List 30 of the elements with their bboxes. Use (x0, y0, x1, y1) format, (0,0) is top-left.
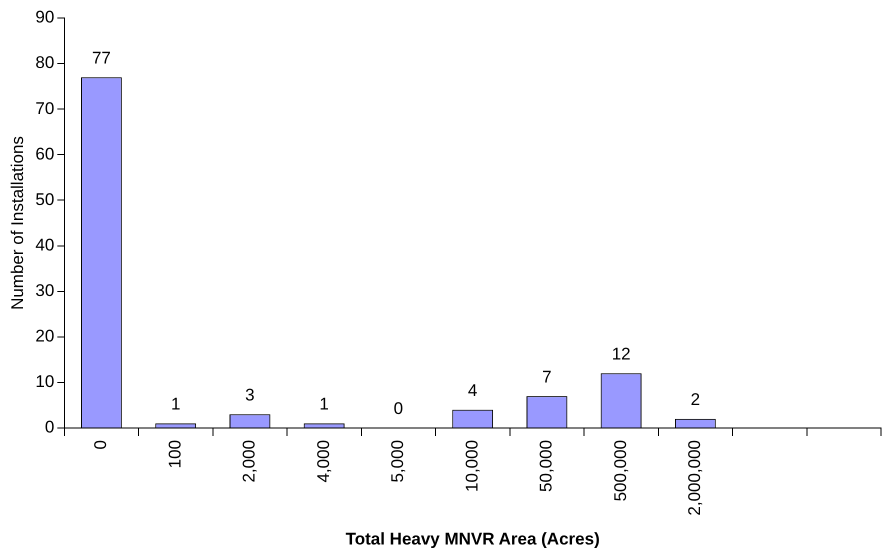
y-tick-label: 60 (35, 144, 54, 164)
data-label: 3 (245, 385, 255, 404)
data-label: 0 (394, 399, 404, 418)
x-tick-label: 50,000 (536, 440, 556, 492)
y-tick-label: 40 (35, 235, 54, 254)
x-axis-title: Total Heavy MNVR Area (Acres) (346, 529, 600, 548)
data-label: 1 (319, 394, 329, 414)
y-tick-label: 50 (35, 190, 54, 209)
y-tick-label: 90 (35, 8, 54, 27)
x-tick-label: 0 (91, 440, 110, 450)
data-label: 2 (690, 390, 700, 410)
x-tick-label: 500,000 (610, 440, 630, 502)
y-axis-title: Number of Installations (8, 136, 27, 310)
x-tick-label: 4,000 (314, 440, 333, 483)
x-tick-label: 5,000 (388, 440, 408, 483)
data-label: 77 (92, 48, 111, 68)
y-tick-label: 20 (35, 326, 54, 346)
y-tick-label: 80 (35, 53, 54, 72)
data-label: 12 (612, 344, 631, 364)
y-tick-label: 10 (35, 372, 54, 392)
x-tick-label: 100 (165, 440, 184, 468)
data-label: 7 (542, 367, 552, 386)
x-tick-label: 10,000 (462, 440, 482, 492)
y-tick-label: 0 (44, 418, 54, 437)
data-label: 4 (468, 380, 478, 400)
y-tick-label: 30 (35, 281, 54, 300)
x-tick-label: 2,000 (240, 440, 259, 483)
data-label: 1 (170, 394, 180, 414)
x-tick-label: 2,000,000 (685, 440, 704, 516)
y-tick-label: 70 (35, 98, 54, 118)
